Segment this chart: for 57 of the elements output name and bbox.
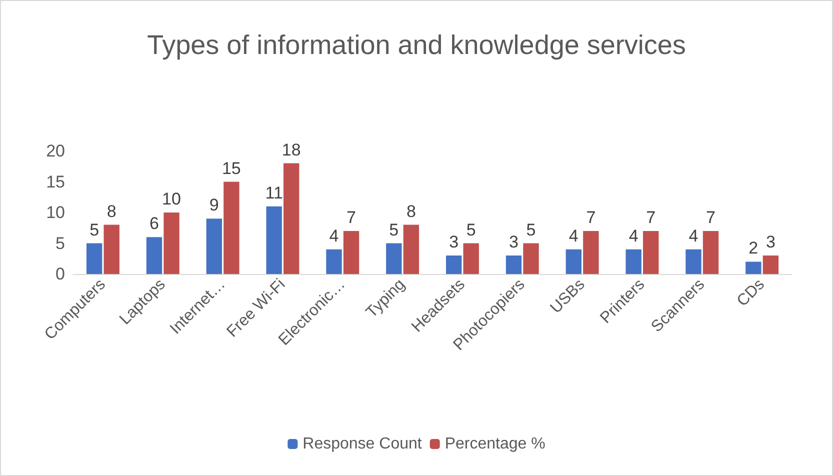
bar [146,237,162,274]
data-label: 7 [586,208,596,227]
data-label: 4 [688,226,698,246]
data-label: 4 [628,226,638,246]
bar [343,230,360,274]
data-label: 18 [282,140,301,160]
bar [583,230,599,274]
bar [403,224,420,274]
bar [446,256,462,274]
data-label: 15 [222,158,241,178]
data-label: 7 [706,208,716,227]
y-tick-label: 15 [46,172,65,192]
bar [686,249,702,274]
data-label: 5 [90,220,100,240]
data-label: 2 [748,238,758,258]
chart-title: Types of information and knowledge services [147,30,686,60]
data-label: 5 [526,220,536,240]
bar [326,249,342,274]
bar [746,262,762,274]
bar [104,224,120,274]
data-label: 3 [449,232,459,252]
bar [164,212,180,274]
data-label: 5 [466,220,476,240]
y-tick-label: 0 [56,264,65,284]
bar [266,206,282,274]
data-label: 3 [509,232,518,252]
bar [626,249,642,274]
data-label: 11 [265,183,283,202]
bar [386,243,402,274]
x-tick-label: CDs [734,276,768,310]
bar [224,182,240,274]
data-label: 3 [766,232,776,252]
y-tick-label: 20 [46,142,65,160]
y-tick-label: 10 [46,203,65,222]
bar [86,243,102,274]
bar [762,256,779,274]
data-label: 4 [568,226,578,246]
data-label: 7 [646,208,656,227]
bar [506,256,522,274]
bar [702,230,719,274]
data-label: 6 [150,214,159,234]
y-tick-label: 5 [56,234,65,253]
data-label: 7 [346,208,356,227]
bar [283,163,300,274]
legend-label: Response Count [302,436,422,452]
bar [566,249,582,274]
bar [206,218,222,274]
data-label: 10 [162,190,181,208]
data-label: 4 [329,226,339,246]
bar [463,243,479,274]
data-label: 5 [389,220,399,240]
data-label: 9 [209,196,219,215]
data-label: 8 [106,202,116,221]
data-label: 8 [406,202,416,221]
legend-label: Percentage % [444,436,546,452]
bar [523,243,539,274]
bar [642,230,659,274]
